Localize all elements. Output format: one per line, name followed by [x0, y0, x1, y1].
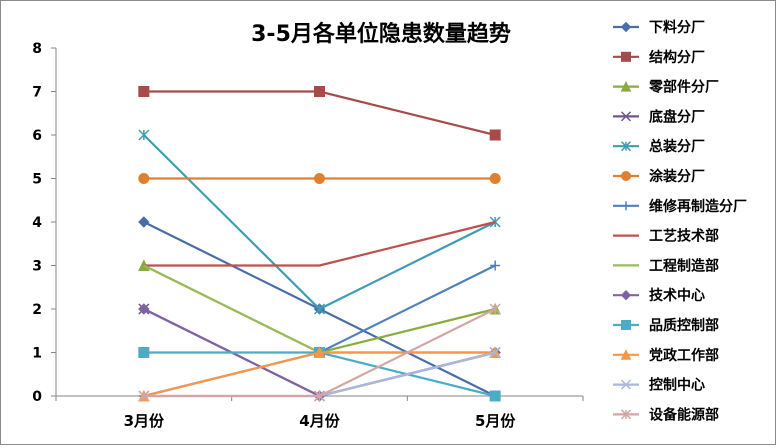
legend-item: 设备能源部 — [613, 406, 719, 423]
legend-item: 控制中心 — [613, 377, 705, 394]
legend-label: 维修再制造分厂 — [649, 198, 747, 215]
legend-item: 品质控制部 — [613, 317, 719, 334]
legend-label: 下料分厂 — [649, 19, 705, 36]
y-tick-label: 7 — [32, 85, 42, 101]
y-tick-label: 8 — [32, 41, 42, 57]
legend-label: 设备能源部 — [649, 406, 719, 423]
data-point — [490, 260, 501, 271]
legend-label: 工程制造部 — [649, 257, 719, 274]
y-tick-label: 3 — [32, 259, 42, 275]
data-point — [620, 80, 632, 92]
legend-item: 零部件分厂 — [613, 79, 719, 96]
y-tick-label: 2 — [32, 302, 42, 318]
legend-label: 品质控制部 — [649, 317, 719, 334]
data-point — [620, 409, 632, 420]
series-line — [143, 351, 496, 398]
legend-label: 结构分厂 — [649, 49, 705, 66]
data-point — [313, 390, 326, 402]
legend-item: 总装分厂 — [613, 138, 705, 155]
legend-label: 控制中心 — [649, 377, 705, 394]
data-point — [138, 390, 150, 402]
legend-item: 工艺技术部 — [613, 228, 719, 245]
legend-label: 涂装分厂 — [649, 168, 705, 185]
y-tick-label: 4 — [32, 215, 42, 231]
data-point — [489, 173, 501, 184]
y-tick-label: 5 — [32, 172, 42, 188]
series-5 — [138, 129, 501, 315]
data-point — [138, 173, 150, 184]
legend-label: 总装分厂 — [649, 138, 705, 155]
x-tick-label: 5月份 — [475, 412, 516, 430]
legend-label: 零部件分厂 — [648, 79, 719, 96]
data-point — [489, 129, 501, 141]
series-8 — [143, 220, 496, 267]
data-point — [620, 21, 632, 33]
series-line — [143, 90, 496, 137]
legend-item: 下料分厂 — [613, 19, 705, 36]
legend-label: 党政工作部 — [649, 347, 719, 364]
data-point — [138, 86, 150, 97]
legend-item: 结构分厂 — [613, 49, 705, 66]
data-point — [489, 346, 501, 359]
y-tick-label: 1 — [32, 346, 42, 362]
axes: 0 1 2 3 4 5 6 7 8 3月份 4月份 5月份 — [32, 41, 584, 430]
legend-label: 底盘分厂 — [649, 108, 705, 125]
series-2 — [138, 86, 501, 141]
data-point — [620, 141, 632, 152]
legend-item: 维修再制造分厂 — [613, 198, 747, 215]
series-line — [143, 351, 496, 398]
data-point — [621, 51, 631, 62]
series-layer — [138, 86, 501, 402]
series-6 — [138, 173, 501, 184]
series-14 — [138, 303, 501, 402]
series-7 — [138, 260, 501, 401]
data-point — [313, 346, 326, 358]
data-point — [138, 303, 150, 315]
data-point — [138, 129, 150, 141]
legend-item: 底盘分厂 — [613, 108, 705, 125]
data-point — [620, 349, 632, 360]
legend-item: 技术中心 — [613, 287, 705, 304]
data-point — [621, 201, 631, 211]
series-line — [143, 220, 496, 267]
data-point — [489, 303, 501, 315]
data-point — [620, 289, 632, 301]
legend: 下料分厂结构分厂零部件分厂底盘分厂总装分厂涂装分厂维修再制造分厂工艺技术部工程制… — [613, 19, 747, 423]
data-point — [314, 86, 325, 97]
data-point — [621, 171, 631, 181]
series-line — [143, 264, 496, 398]
data-point — [313, 303, 326, 315]
series-line — [143, 134, 496, 311]
data-point — [621, 320, 631, 330]
legend-label: 技术中心 — [649, 287, 705, 304]
y-tick-label: 0 — [32, 389, 42, 405]
data-point — [620, 111, 632, 122]
x-tick-label: 4月份 — [299, 412, 340, 430]
legend-item: 工程制造部 — [613, 257, 719, 274]
data-point — [620, 379, 632, 390]
legend-item: 党政工作部 — [613, 347, 719, 364]
data-point — [489, 390, 501, 402]
series-line — [143, 351, 496, 398]
data-point — [138, 347, 150, 358]
x-tick-label: 3月份 — [124, 412, 165, 430]
y-tick-label: 6 — [32, 128, 42, 144]
data-point — [138, 216, 150, 228]
legend-label: 工艺技术部 — [649, 228, 719, 245]
data-point — [314, 173, 325, 184]
legend-item: 涂装分厂 — [613, 168, 705, 185]
chart-title: 3-5月各单位隐患数量趋势 — [251, 21, 511, 47]
